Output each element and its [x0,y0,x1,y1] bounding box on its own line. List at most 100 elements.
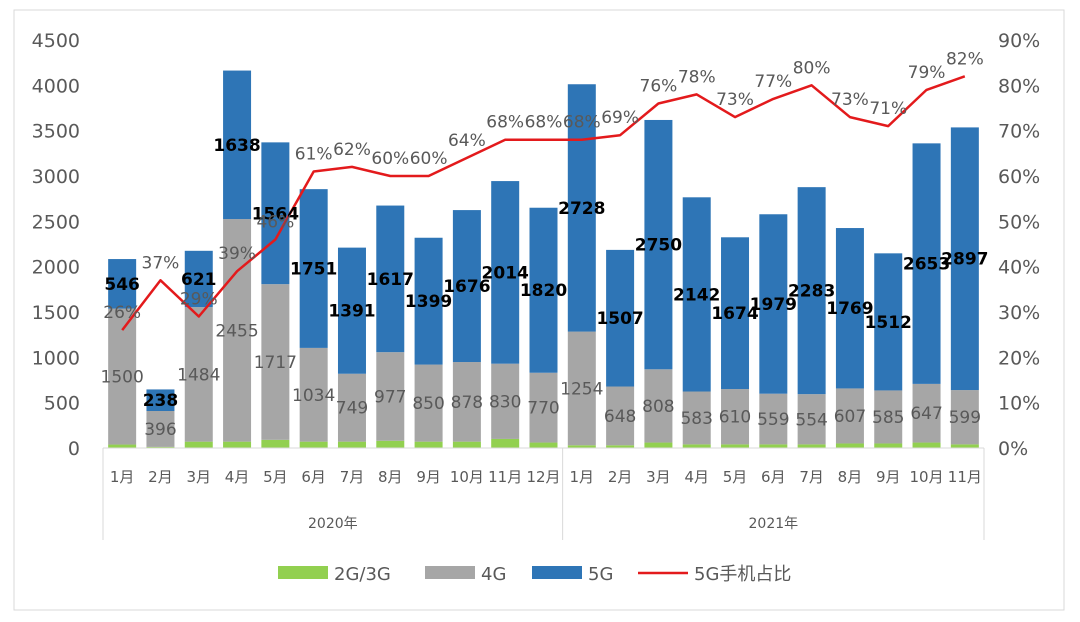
percent-label: 68% [525,113,563,133]
bar-2g3g [452,441,481,448]
bar-series [108,70,979,448]
bar-2g3g [835,443,864,448]
data-label-5g: 2750 [635,236,682,256]
data-label-4g: 1500 [101,368,144,388]
data-label-5g: 1564 [252,204,299,224]
bar-2g3g [912,442,941,448]
data-label-4g: 1717 [254,353,297,373]
bar-4g [414,364,443,442]
x-tick-label: 1月 [110,468,135,486]
bar-5g [299,189,328,348]
bar-4g [299,347,328,442]
legend-label: 4G [481,564,506,585]
bar-2g3g [108,444,137,448]
data-label-4g: 607 [834,407,866,427]
bar-2g3g [797,444,826,448]
data-label-5g: 1399 [405,292,452,312]
bar-2g3g [567,445,596,448]
bar-4g [491,363,520,439]
data-label-4g: 830 [489,392,521,412]
bar-5g [376,205,405,353]
bar-5g [146,389,175,412]
bar-4g [606,386,635,446]
bar-5g [491,181,520,364]
bar-2g3g [721,444,750,448]
bar-5g [337,247,366,374]
bar-5g [721,237,750,390]
bar-2g3g [644,442,673,448]
bar-5g [108,259,137,309]
data-label-4g: 583 [680,409,712,429]
data-label-5g: 546 [104,275,140,295]
percent-label: 82% [946,49,984,69]
bar-2g3g [491,438,520,448]
bar-5g [452,210,481,363]
data-label-5g: 1674 [711,304,758,324]
percent-label: 68% [486,113,524,133]
data-label-5g: 1391 [328,302,375,322]
bar-4g [644,369,673,443]
data-label-4g: 2455 [215,321,258,341]
x-tick-label: 3月 [186,468,211,486]
data-label-4g: 647 [910,404,942,424]
percent-label: 68% [563,113,601,133]
data-label-5g: 1769 [826,299,873,319]
bar-5g [835,228,864,389]
data-label-4g: 1254 [560,379,603,399]
percent-label: 37% [142,253,180,273]
x-tick-label: 11月 [948,468,982,486]
legend-swatch [425,566,475,579]
bar-4g [950,390,979,445]
x-tick-label: 9月 [416,468,441,486]
bar-4g [184,307,213,442]
bar-4g [874,390,903,444]
bar-4g [682,391,711,445]
y-right-tick-label: 40% [998,257,1040,279]
data-label-5g: 621 [181,270,217,290]
x-tick-label: 10月 [450,468,484,486]
percent-label: 62% [333,140,371,160]
x-tick-label: 2月 [608,468,633,486]
y-right-tick-label: 70% [998,121,1040,143]
x-tick-label: 4月 [684,468,709,486]
data-labels: 1500 546 396 238 1484 621 2455 1638 1717 1564 1034… [101,49,989,440]
percent-label: 73% [831,90,869,110]
data-label-5g: 2014 [482,263,529,283]
x-tick-label: 12月 [526,468,560,486]
data-label-4g: 554 [795,410,827,430]
y-right-tick-label: 10% [998,393,1040,415]
data-label-5g: 2653 [903,255,950,275]
data-label-4g: 585 [872,408,904,428]
data-label-4g: 599 [949,408,981,428]
data-label-4g: 878 [451,393,483,413]
data-label-5g: 1751 [290,260,337,280]
legend: 2G/3G 4G 5G 5G手机占比 [278,564,791,585]
bar-4g [452,362,481,442]
y-left-tick-label: 0 [68,438,80,460]
bar-2g3g [874,443,903,448]
legend-label: 5G手机占比 [694,564,791,585]
percent-label: 69% [601,108,639,128]
bar-4g [759,393,788,445]
bar-5g [567,84,596,332]
percent-label: 26% [103,303,141,323]
right-axis: 0% 10% 20% 30% 40% 50% 60% 70% 80% 90% [998,30,1040,460]
data-label-4g: 770 [527,399,559,419]
percent-label: 39% [218,244,256,264]
bar-2g3g [606,445,635,448]
bar-5g [759,214,788,394]
line-series [121,75,966,331]
data-label-4g: 1034 [292,386,335,406]
data-label-4g: 610 [719,408,751,428]
y-left-tick-label: 1000 [32,347,80,369]
data-label-5g: 2283 [788,282,835,302]
x-axis: 1月 2月 3月 4月 5月 6月 7月 8月 9月 10月 11月 12月 1月 2月 3月 4月 5月 6月 7… [102,447,985,540]
y-right-tick-label: 90% [998,30,1040,52]
bar-2g3g [261,439,290,448]
bar-5g [223,70,252,220]
y-right-tick-label: 80% [998,75,1040,97]
bar-4g [797,394,826,445]
line-5g-share [121,75,966,331]
bar-2g3g [682,444,711,448]
